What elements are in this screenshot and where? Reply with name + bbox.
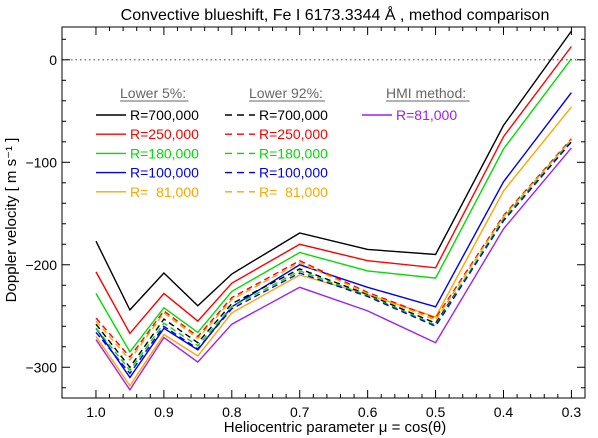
plot-frame: [61, 26, 586, 399]
series-layer: [95, 30, 572, 392]
y-tick-label: 0: [49, 52, 57, 68]
x-tick-label: 0.6: [358, 404, 378, 420]
series-line: [95, 46, 572, 335]
series-line: [95, 138, 572, 359]
legend-label: R=100,000: [130, 165, 199, 181]
chart-title: Convective blueshift, Fe I 6173.3344 Å ,…: [121, 5, 550, 24]
legend-label: R=81,000: [396, 107, 457, 123]
legend-header: Lower 92%:: [249, 85, 323, 101]
x-tick-label: 0.7: [290, 404, 310, 420]
series-line: [95, 147, 572, 392]
x-axis-label: Heliocentric parameter μ = cos(θ): [224, 419, 446, 436]
legend-header: Lower 5%:: [120, 85, 186, 101]
legend: Lower 5%: R=700,000 R=250,000 R=180,000 R=10…: [96, 85, 470, 200]
x-tick-label: 0.4: [494, 404, 514, 420]
x-tick-label: 1.0: [86, 404, 106, 420]
legend-label: R= 81,000: [259, 184, 328, 200]
x-tick-label: 0.9: [154, 404, 174, 420]
series-line: [95, 58, 572, 354]
legend-label: R=250,000: [259, 126, 328, 142]
legend-label: R=700,000: [130, 107, 199, 123]
series-line: [95, 139, 572, 362]
series-line: [95, 139, 572, 372]
y-tick-label: −100: [25, 154, 57, 170]
legend-label: R=180,000: [130, 145, 199, 161]
legend-label: R=180,000: [259, 145, 328, 161]
x-tick-label: 0.5: [426, 404, 446, 420]
series-line: [95, 30, 572, 312]
series-line: [95, 141, 572, 375]
legend-label: R=700,000: [259, 107, 328, 123]
legend-label: R=100,000: [259, 165, 328, 181]
y-axis-label: Doppler velocity [ m s⁻¹ ]: [3, 138, 20, 303]
y-tick-label: −300: [25, 359, 57, 375]
x-tick-label: 0.3: [562, 404, 582, 420]
y-tick-label: −200: [25, 257, 57, 273]
legend-label: R= 81,000: [130, 184, 199, 200]
legend-label: R=250,000: [130, 126, 199, 142]
series-line: [95, 106, 572, 387]
axes-layer: 1.0 0.9 0.8 0.7 0.6 0.5 0.4 0.3 0 −100 −200 −300: [25, 26, 586, 420]
x-tick-label: 0.8: [222, 404, 242, 420]
legend-header: HMI method:: [386, 85, 466, 101]
